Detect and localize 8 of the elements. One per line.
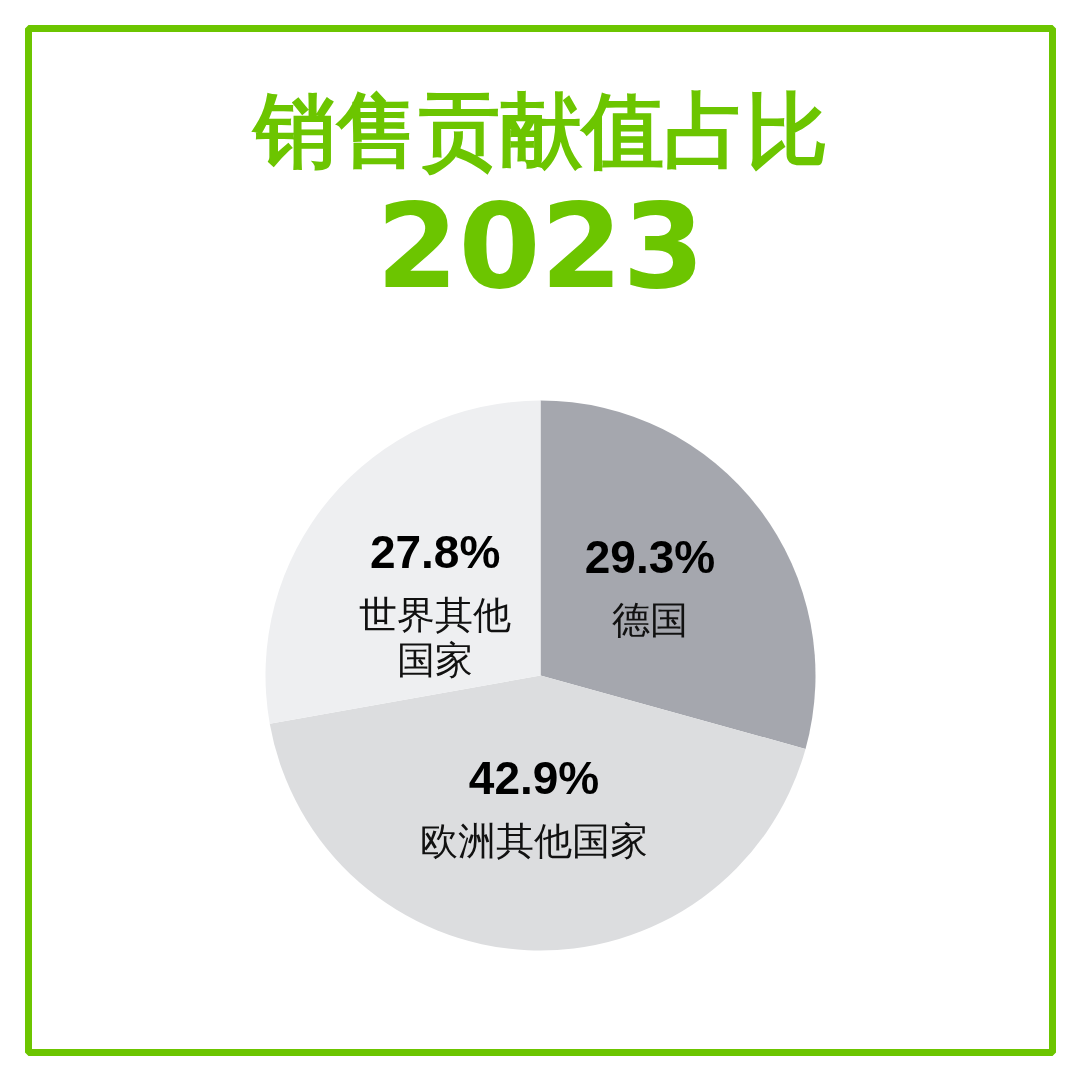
slice-label: 德国: [611, 598, 688, 643]
data-label: 29.3%: [584, 531, 716, 584]
slice-label: 世界其他国家: [359, 593, 512, 683]
chart-title: 销售贡献值占比: [250, 83, 828, 178]
data-label: 27.8%: [369, 526, 501, 579]
data-label: 42.9%: [468, 751, 600, 804]
slice-label: 欧洲其他国家: [420, 818, 649, 863]
chart-subtitle: 2023: [376, 176, 705, 315]
